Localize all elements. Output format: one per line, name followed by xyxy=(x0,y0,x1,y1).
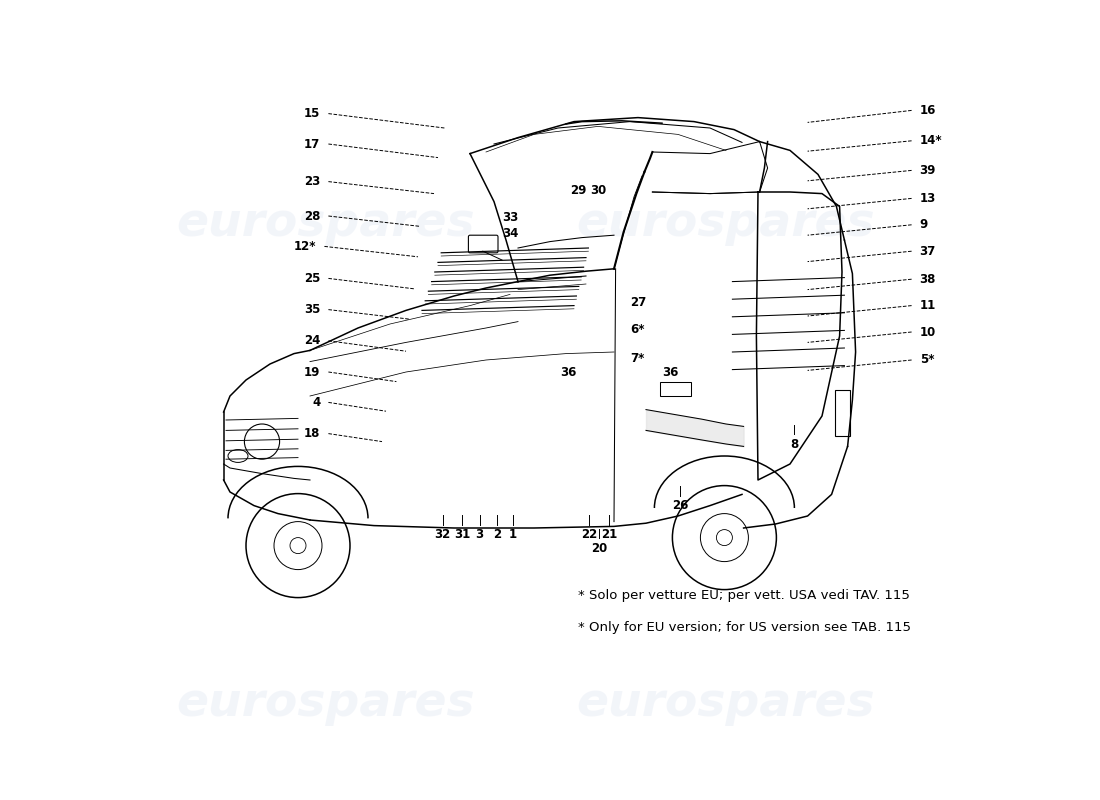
Text: 11: 11 xyxy=(920,299,936,312)
Text: 4: 4 xyxy=(312,396,320,409)
Text: 38: 38 xyxy=(920,273,936,286)
Text: 13: 13 xyxy=(920,192,936,205)
Text: eurospares: eurospares xyxy=(177,682,475,726)
Bar xyxy=(660,382,691,396)
Text: 29: 29 xyxy=(570,184,586,197)
Text: 2: 2 xyxy=(493,528,502,541)
Text: eurospares: eurospares xyxy=(177,202,475,246)
Text: 26: 26 xyxy=(672,499,689,512)
Text: 6*: 6* xyxy=(630,323,645,336)
Text: 5*: 5* xyxy=(920,354,934,366)
Text: 8: 8 xyxy=(790,438,799,450)
Text: 16: 16 xyxy=(920,104,936,117)
Text: eurospares: eurospares xyxy=(576,202,876,246)
Text: 34: 34 xyxy=(502,227,518,240)
Text: 12*: 12* xyxy=(294,240,317,253)
Text: 9: 9 xyxy=(920,218,928,231)
Text: 36: 36 xyxy=(560,366,576,378)
Text: 28: 28 xyxy=(304,210,320,222)
Text: 27: 27 xyxy=(630,296,647,309)
Text: 21: 21 xyxy=(601,528,617,541)
Text: 37: 37 xyxy=(920,245,936,258)
Text: 39: 39 xyxy=(920,164,936,177)
Text: 17: 17 xyxy=(304,138,320,150)
Text: 7*: 7* xyxy=(630,352,645,365)
Text: 20: 20 xyxy=(591,542,607,554)
Text: 10: 10 xyxy=(920,326,936,338)
Bar xyxy=(835,390,850,436)
Text: * Only for EU version; for US version see TAB. 115: * Only for EU version; for US version se… xyxy=(578,622,911,634)
Text: 33: 33 xyxy=(502,211,518,224)
Text: 3: 3 xyxy=(475,528,484,541)
Text: 22: 22 xyxy=(581,528,597,541)
Text: 15: 15 xyxy=(304,107,320,120)
Text: 30: 30 xyxy=(590,184,606,197)
Text: 32: 32 xyxy=(434,528,451,541)
Text: 1: 1 xyxy=(509,528,517,541)
Text: 25: 25 xyxy=(304,272,320,285)
Text: 18: 18 xyxy=(304,427,320,440)
Text: 14*: 14* xyxy=(920,134,943,147)
Text: * Solo per vetture EU; per vett. USA vedi TAV. 115: * Solo per vetture EU; per vett. USA ved… xyxy=(578,590,910,602)
Text: 35: 35 xyxy=(304,303,320,316)
Text: 23: 23 xyxy=(304,175,320,188)
Text: 24: 24 xyxy=(304,334,320,347)
Text: eurospares: eurospares xyxy=(576,682,876,726)
Text: 19: 19 xyxy=(304,366,320,378)
Text: 31: 31 xyxy=(454,528,470,541)
Text: 36: 36 xyxy=(662,366,679,378)
